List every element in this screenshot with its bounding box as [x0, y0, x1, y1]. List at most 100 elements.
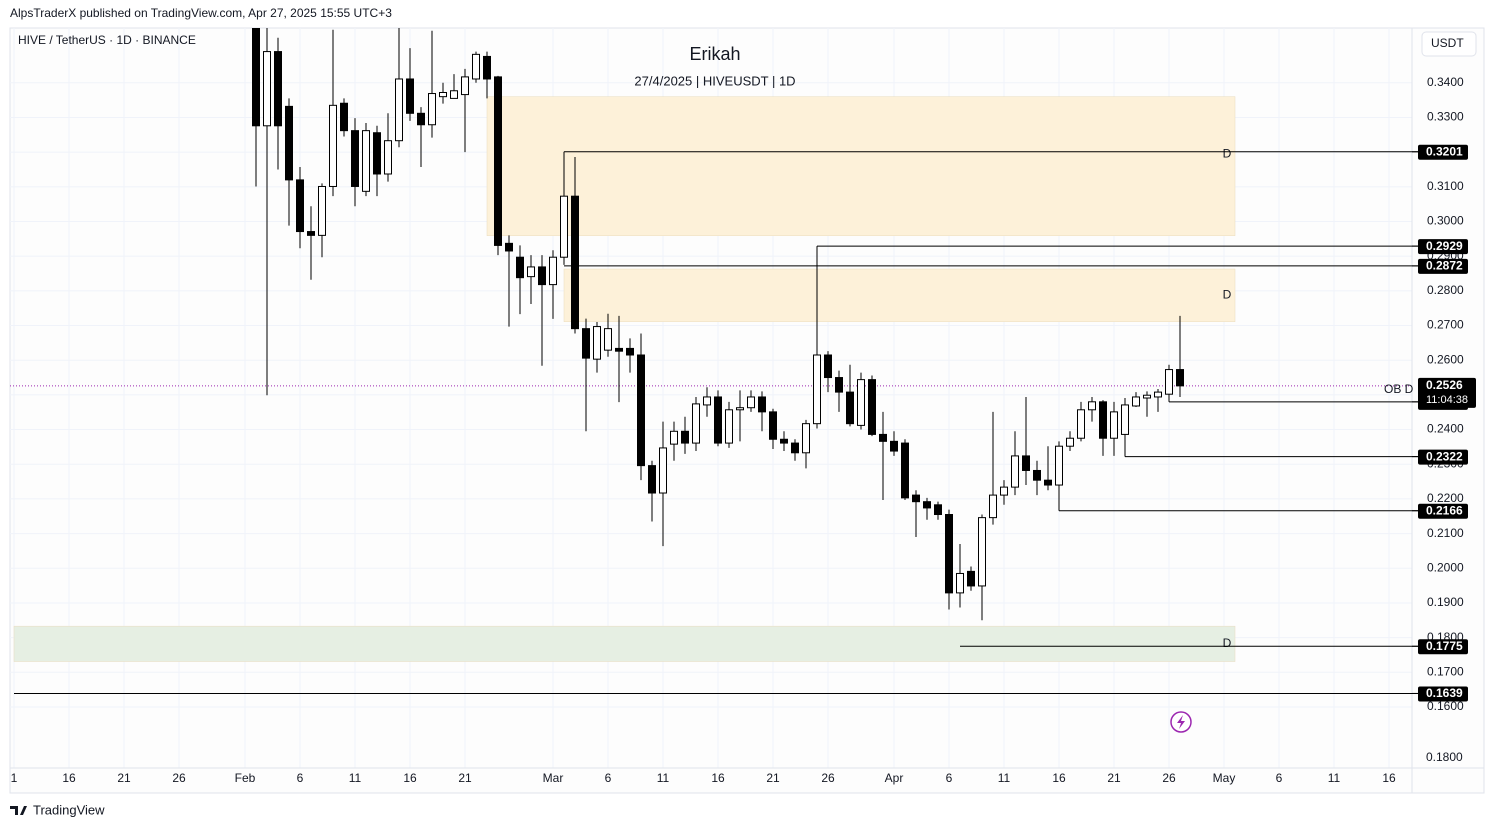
candle-body	[571, 195, 579, 330]
y-tick-label: 0.2800	[1427, 283, 1464, 297]
x-tick-label: 21	[117, 771, 131, 785]
candle-body	[1022, 455, 1030, 471]
y-tick-label: 0.2200	[1427, 491, 1464, 505]
candle-body	[802, 423, 810, 454]
currency-button[interactable]	[1421, 31, 1477, 57]
y-tick-label: 0.3100	[1427, 179, 1464, 193]
candle-body	[604, 328, 612, 351]
candle-body	[329, 104, 337, 187]
level-box	[1418, 639, 1468, 655]
candle-body	[1088, 401, 1096, 411]
candle-body	[274, 51, 282, 127]
x-tick-label: 16	[1052, 771, 1066, 785]
candle-body	[582, 328, 590, 359]
candle-body	[593, 326, 601, 360]
candle-body	[1110, 411, 1118, 439]
candle-body	[516, 256, 524, 279]
level-box	[1418, 503, 1468, 519]
zone	[13, 625, 1236, 662]
candle-body	[912, 494, 920, 503]
candle-body	[758, 396, 766, 413]
y-tick-label: 0.1900	[1427, 595, 1464, 609]
candle-body	[560, 195, 568, 258]
candle-body	[670, 430, 678, 445]
candle-body	[868, 379, 876, 435]
x-tick-label: 11	[998, 771, 1011, 785]
candle-body	[1011, 455, 1019, 488]
candle-body	[615, 347, 623, 352]
level-label: 0.2929	[1426, 239, 1463, 253]
x-tick-label: Apr	[885, 771, 904, 785]
candle-body	[978, 517, 986, 587]
brand: TradingView	[33, 802, 105, 817]
candle-body	[417, 112, 425, 126]
brand-logo	[10, 806, 27, 815]
candle-body	[406, 78, 414, 114]
x-tick-label: 16	[711, 771, 725, 785]
last-price-box	[1418, 377, 1476, 408]
candle-body	[1165, 369, 1173, 395]
candle-body	[1033, 469, 1041, 481]
level-label: 0.1639	[1426, 686, 1463, 700]
candle-body	[285, 105, 293, 181]
candle-body	[901, 442, 909, 499]
candle-body	[461, 76, 469, 96]
level-box	[1418, 686, 1468, 702]
candle-body	[538, 266, 546, 286]
candle-body	[626, 347, 634, 356]
y-tick-label: 0.3400	[1427, 75, 1464, 89]
level-label: 0.2166	[1426, 503, 1463, 517]
candle-body	[1055, 445, 1063, 486]
candle-body	[945, 514, 953, 594]
candle-body	[527, 266, 535, 278]
currency[interactable]: USDT	[1431, 36, 1464, 50]
level-box	[1418, 449, 1468, 465]
level-box	[1418, 239, 1468, 255]
candle-body	[1077, 409, 1085, 439]
x-tick-label: 16	[62, 771, 76, 785]
candle-body	[714, 396, 722, 444]
candle-body	[439, 91, 447, 98]
x-tick-label: 6	[1276, 771, 1283, 785]
x-tick-label: 11	[349, 771, 362, 785]
candle-body	[362, 130, 370, 192]
x-tick-label: 16	[403, 771, 417, 785]
y-tick-label: 0.2600	[1427, 352, 1464, 366]
candle-body	[505, 242, 513, 252]
candle-body	[318, 185, 326, 236]
candle-body	[923, 501, 931, 509]
alert-icon[interactable]	[1170, 711, 1192, 733]
y-tick-label: 0.1700	[1427, 664, 1464, 678]
x-tick-label: Feb	[235, 771, 256, 785]
x-tick-label: 26	[1162, 771, 1176, 785]
plot	[10, 28, 1412, 768]
y-tick-label: 0.2700	[1427, 318, 1464, 332]
candle-body	[384, 140, 392, 175]
candle-body	[890, 440, 898, 452]
candle-body	[395, 78, 403, 142]
x-tick-label: 16	[1382, 771, 1396, 785]
countdown: 11:04:38	[1426, 394, 1468, 406]
level-label: 0.3201	[1426, 144, 1463, 158]
candle-body	[725, 409, 733, 444]
candle-body	[813, 354, 821, 425]
zone-label: D	[1223, 288, 1232, 302]
x-tick-label: 26	[821, 771, 835, 785]
candle-body	[252, 28, 260, 127]
x-tick-label: 11	[657, 771, 670, 785]
candle-body	[967, 570, 975, 587]
y-tick-label: 0.3300	[1427, 110, 1464, 124]
candle-body	[637, 354, 645, 467]
y-tick-label: 0.2000	[1427, 560, 1464, 574]
zone	[563, 268, 1236, 322]
candle-body	[428, 93, 436, 126]
chart-title: Erikah	[689, 44, 740, 64]
candle-body	[736, 407, 744, 411]
x-tick-label: 11	[1328, 771, 1341, 785]
candle-body	[494, 76, 502, 246]
candle-body	[989, 494, 997, 519]
publisher: AlpsTraderX published on TradingView.com…	[10, 6, 392, 20]
y-tick-label: 0.3000	[1427, 214, 1464, 228]
candle-body	[263, 51, 271, 127]
